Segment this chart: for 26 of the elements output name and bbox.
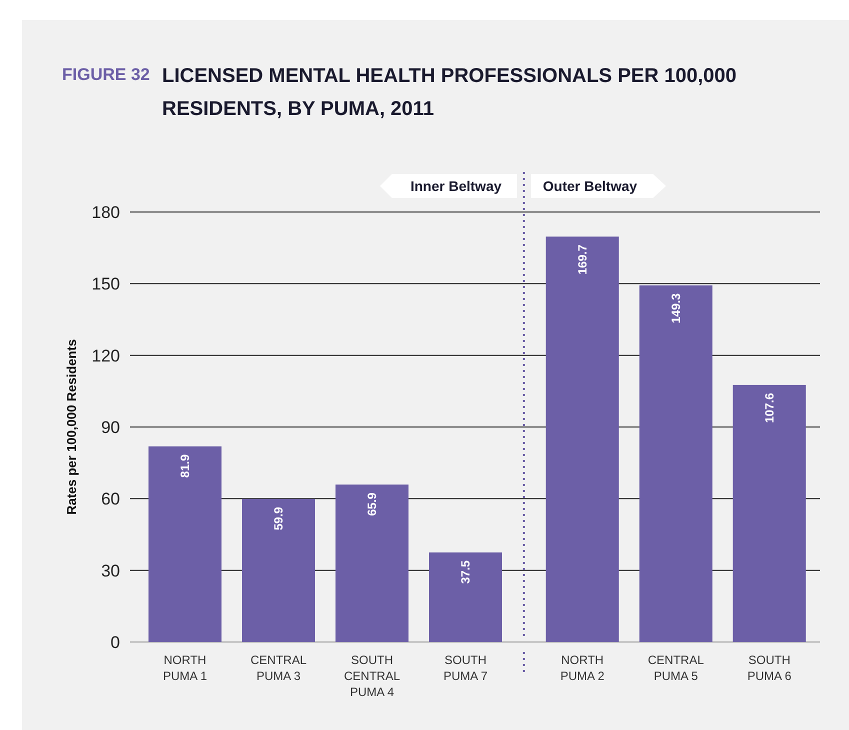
y-tick-label: 90: [101, 418, 120, 437]
caption: FIGURE 32: [62, 65, 150, 84]
y-tick-label: 150: [92, 274, 120, 294]
y-tick-label: 180: [92, 203, 120, 222]
x-tick-label: SOUTH CENTRAL PUMA 4: [344, 653, 400, 699]
x-tick-label: CENTRAL PUMA 3: [250, 653, 307, 683]
y-tick-label: 60: [101, 490, 120, 509]
data-label: 37.5: [458, 560, 472, 584]
data-label: 149.3: [668, 293, 683, 324]
x-tick-label: NORTH PUMA 2: [560, 653, 605, 683]
data-label: 169.7: [575, 244, 590, 275]
data-label: 59.9: [272, 506, 286, 530]
y-tick-label: 0: [110, 633, 120, 652]
left-arrow-shape: Inner Beltway: [380, 174, 517, 198]
x-tick-label: SOUTH PUMA 6: [747, 653, 792, 683]
chart-title: LICENSED MENTAL HEALTH PROFESSIONALS PER 100,000 RESIDENTS, BY PUMA, 2011: [162, 64, 738, 122]
data-label: 107.6: [762, 392, 776, 423]
x-tick-label: SOUTH PUMA 7: [443, 653, 488, 683]
x-tick-label: CENTRAL PUMA 5: [648, 653, 704, 683]
right-arrow-shape: Outer Beltway: [531, 174, 666, 198]
data-label: 65.9: [365, 492, 379, 516]
y-tick-label: 120: [92, 346, 120, 366]
y-axis-title: Rates per 100,000 Residents: [64, 339, 79, 515]
data-label: 81.9: [178, 454, 192, 478]
x-tick-label: NORTH PUMA 1: [162, 653, 208, 683]
y-tick-label: 30: [101, 561, 120, 580]
